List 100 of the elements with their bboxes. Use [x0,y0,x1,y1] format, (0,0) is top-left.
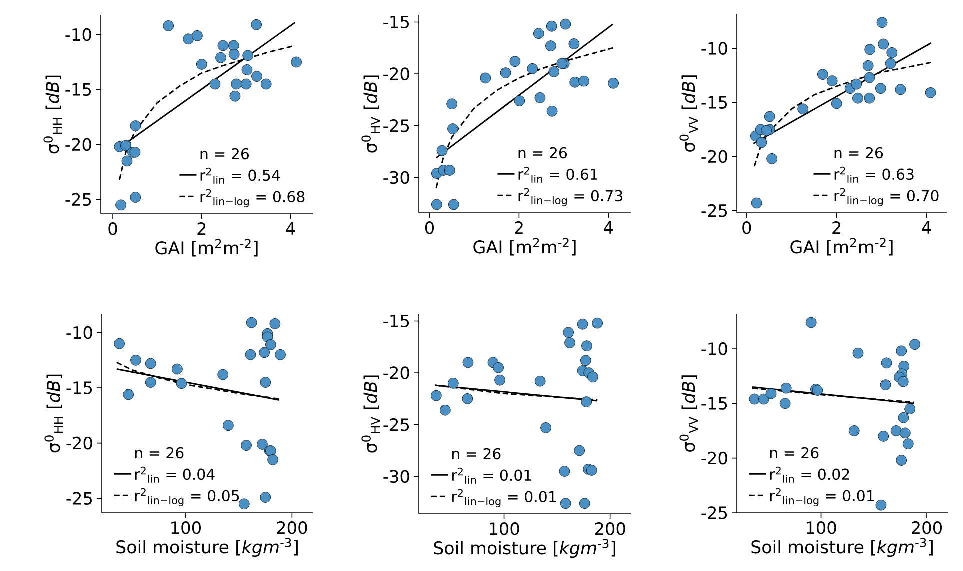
point [588,372,598,383]
point [780,398,791,410]
x-axis-title: GAI [m$^{2}$m$^{-2}$] [790,238,893,256]
y-axis-title: σ$^{0}$$_{HH}$ [dB] [44,374,63,453]
point [257,439,268,450]
y-axis-title: σ$^{0}$$_{HV}$ [dB] [362,76,380,153]
point [864,92,876,104]
y-tick-label: -30 [384,470,410,484]
point [900,428,911,439]
point [749,394,760,405]
point [500,68,512,78]
point [890,426,902,436]
point [559,466,570,477]
annotation: n = 26 [770,447,819,459]
point [448,124,458,134]
point [163,20,174,32]
legend-label: r$^{2}$$_{lin}$ = 0.54 [200,168,280,184]
point [896,455,907,466]
point [223,420,234,432]
point [761,125,772,136]
legend-label: r$^{2}$$_{lin}$ = 0.01 [452,468,532,484]
point [896,346,907,357]
point [848,426,860,436]
x-tick-label: 2 [832,221,841,234]
point [242,50,254,62]
point [826,76,838,86]
point [780,382,792,394]
x-tick-label: 100 [806,522,836,534]
point [230,90,241,102]
x-tick-label: 0 [742,221,752,234]
point [608,78,619,89]
y-tick-label: -10 [702,42,728,55]
point [514,96,526,106]
point [176,378,188,390]
point [878,38,890,50]
legend-label: r$^{2}$$_{lin−log}$ = 0.01 [770,488,874,507]
point [494,374,506,386]
point [880,380,892,390]
point [582,340,592,352]
legend-label: r$^{2}$$_{lin}$ = 0.63 [834,166,914,183]
y-tick-label: -25 [384,119,410,132]
x-tick-label: 100 [172,522,201,534]
y-tick-label: -15 [384,16,410,29]
point [910,339,920,350]
point [560,18,572,30]
point [592,318,603,329]
point [581,396,592,408]
point [436,145,448,156]
point [540,422,552,434]
point [266,340,276,350]
y-tick-label: -20 [702,452,728,465]
point [534,376,546,387]
point [764,111,776,122]
x-tick-label: 4 [922,222,932,234]
point [123,389,134,400]
x-axis-title: GAI [m$^{2}$m$^{-2}$] [156,239,258,257]
annotation: n = 26 [200,148,250,160]
point [462,394,474,404]
point [192,30,203,42]
point [886,48,898,58]
y-tick-label: -20 [66,436,92,450]
point [510,56,521,68]
point [432,199,442,210]
point [862,60,874,72]
point [577,318,588,330]
point [218,369,229,380]
point [864,44,876,56]
point [480,72,492,84]
point [563,327,574,338]
y-axis-title: σ$^{0}$$_{VV}$ [dB] [680,76,698,152]
y-tick-label: -30 [384,171,410,184]
point [546,106,558,117]
point [270,318,281,330]
x-axis-title: Soil moisture [kgm$^{-3}$] [434,539,616,558]
annotation: n = 26 [834,147,884,159]
y-tick-label: -15 [66,382,92,394]
point [876,500,887,511]
point [586,465,598,476]
y-tick-label: -20 [384,366,410,380]
point [252,71,262,82]
x-axis-title: GAI [m$^{2}$m$^{-2}$] [474,238,576,256]
x-tick-label: 2 [515,221,523,234]
point [925,88,936,98]
point [493,362,504,374]
point [527,63,538,74]
point [145,358,156,370]
y-tick-label: -20 [702,150,728,164]
point [533,28,544,40]
x-tick-label: 0 [108,222,118,236]
y-tick-label: -15 [66,83,92,96]
y-tick-label: -15 [384,314,410,328]
x-tick-label: 4 [286,222,296,235]
y-tick-label: -25 [384,418,410,432]
legend-label: r$^{2}$$_{lin}$ = 0.02 [770,466,850,483]
point [546,20,558,32]
legend-label: r$^{2}$$_{lin−log}$ = 0.01 [452,489,556,508]
point [130,147,141,158]
point [758,394,770,405]
point [448,378,459,389]
point [448,199,460,210]
